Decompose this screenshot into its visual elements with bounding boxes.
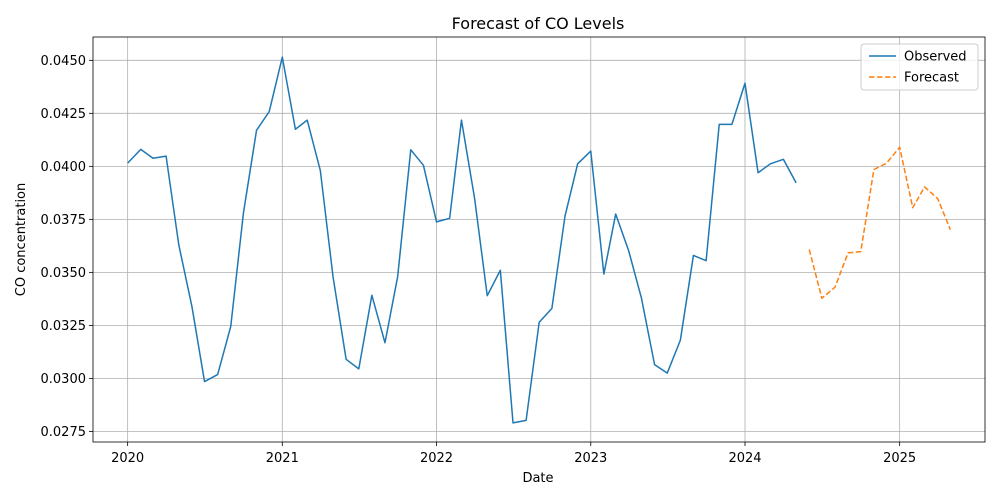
y-axis-ticks: 0.0275 0.0300 0.0325 0.0350 0.0375 0.0400 0.04… bbox=[41, 54, 93, 440]
x-tick-label: 2021 bbox=[266, 451, 299, 466]
series-line-forecast bbox=[808, 146, 952, 299]
y-tick-label: 0.0275 bbox=[41, 425, 87, 440]
grid-lines bbox=[93, 37, 985, 442]
series-lines bbox=[127, 56, 952, 424]
y-tick-label: 0.0400 bbox=[41, 160, 87, 175]
y-tick-label: 0.0350 bbox=[41, 266, 87, 281]
series-line-observed bbox=[127, 56, 797, 424]
x-tick-label: 2020 bbox=[111, 451, 144, 466]
x-tick-label: 2025 bbox=[883, 451, 916, 466]
legend-label-forecast: Forecast bbox=[904, 71, 959, 86]
y-tick-label: 0.0375 bbox=[41, 213, 87, 228]
y-tick-label: 0.0450 bbox=[41, 54, 87, 69]
x-tick-label: 2022 bbox=[420, 451, 453, 466]
x-tick-label: 2023 bbox=[574, 451, 607, 466]
plot-frame bbox=[92, 36, 986, 443]
y-tick-label: 0.0425 bbox=[41, 107, 87, 122]
chart-title: Forecast of CO Levels bbox=[452, 14, 625, 33]
x-tick-label: 2024 bbox=[728, 451, 761, 466]
x-axis-ticks: 2020 2021 2022 2023 2024 2025 bbox=[111, 442, 916, 466]
x-axis-label: Date bbox=[522, 471, 553, 486]
y-tick-label: 0.0325 bbox=[41, 319, 87, 334]
legend: Observed Forecast bbox=[860, 43, 979, 91]
legend-label-observed: Observed bbox=[904, 50, 967, 65]
y-axis-label: CO concentration bbox=[14, 183, 29, 296]
y-tick-label: 0.0300 bbox=[41, 372, 87, 387]
